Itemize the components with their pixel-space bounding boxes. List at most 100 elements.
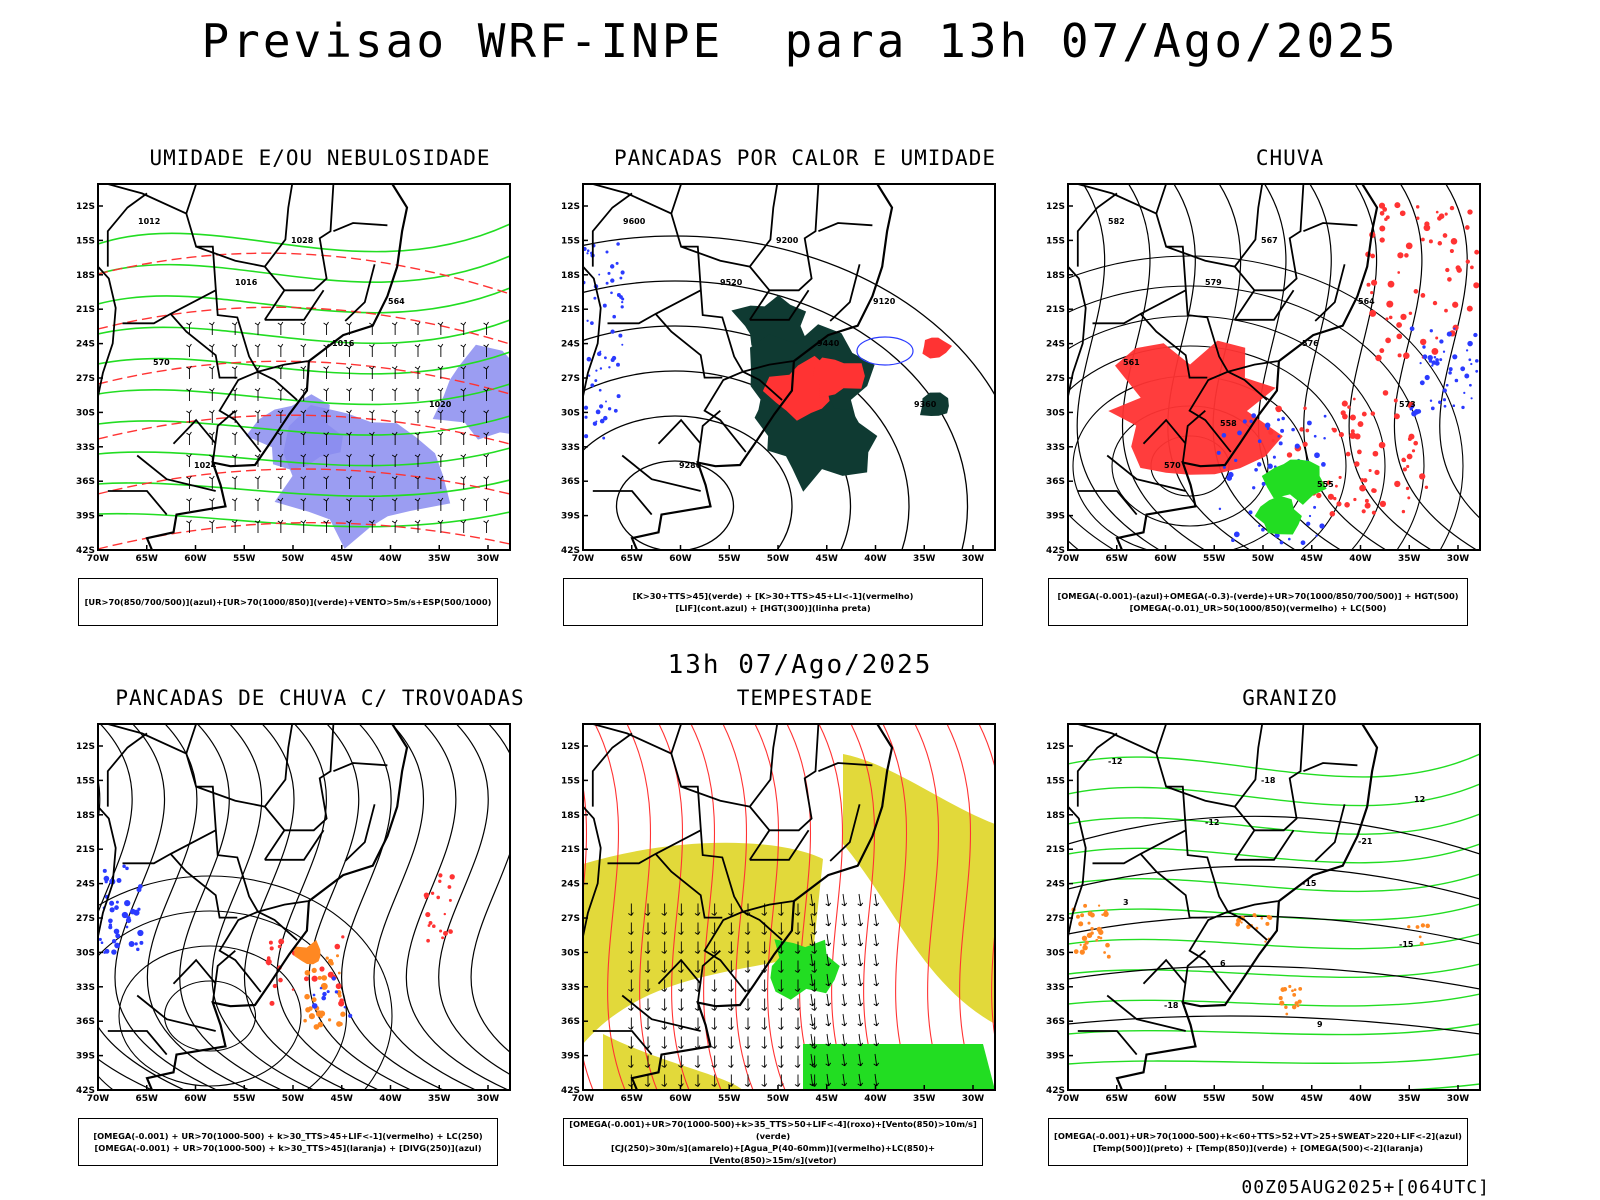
political-border bbox=[257, 370, 298, 401]
wind-vector bbox=[369, 497, 375, 511]
wind-vector bbox=[841, 1053, 848, 1067]
shaded-speck bbox=[595, 369, 598, 372]
shaded-speck bbox=[1291, 1004, 1297, 1010]
shaded-speck bbox=[1470, 362, 1473, 366]
lat-tick-label: 39S bbox=[76, 1052, 95, 1062]
shaded-speck bbox=[341, 935, 345, 939]
streamline bbox=[405, 724, 509, 1090]
temp850-contour bbox=[1068, 813, 1480, 835]
shaded-speck bbox=[1452, 404, 1456, 408]
wind-vector bbox=[761, 941, 768, 954]
shaded-speck bbox=[1445, 267, 1450, 273]
wind-vector bbox=[300, 475, 307, 489]
shaded-speck bbox=[1420, 923, 1426, 928]
contour-label: 579 bbox=[1205, 278, 1222, 287]
political-border bbox=[1139, 853, 1208, 919]
shaded-speck bbox=[605, 400, 607, 403]
lat-tick-label: 15S bbox=[1046, 776, 1065, 786]
map-layers: 582 579 576 573 570 567 564 561 558 555 bbox=[1068, 184, 1480, 550]
wind-vector bbox=[231, 321, 238, 335]
wind-vector bbox=[277, 387, 284, 401]
shaded-speck bbox=[1361, 411, 1367, 417]
shaded-speck bbox=[1084, 940, 1089, 945]
lon-tick-label: 70W bbox=[87, 554, 110, 564]
lat-tick-label: 24S bbox=[76, 340, 95, 350]
political-border bbox=[583, 724, 747, 993]
wind-vector bbox=[809, 1053, 816, 1067]
wind-vector bbox=[678, 1036, 684, 1049]
shaded-speck bbox=[441, 936, 445, 940]
lon-tick-label: 45W bbox=[331, 554, 354, 564]
wind-vector bbox=[346, 475, 352, 489]
panel-title: CHUVA bbox=[1255, 146, 1325, 170]
wind-vector bbox=[437, 519, 444, 533]
legend-line: [OMEGA(-0.01)_UR>50(1000/850)(vermelho) … bbox=[1129, 603, 1387, 613]
shaded-speck bbox=[313, 1024, 320, 1030]
wind-vector bbox=[809, 933, 816, 947]
shaded-speck bbox=[590, 383, 595, 388]
lat-tick-label: 18S bbox=[1046, 271, 1065, 281]
lat-tick-label: 39S bbox=[76, 512, 95, 522]
wind-vector bbox=[414, 387, 421, 401]
wind-vector bbox=[661, 1055, 668, 1068]
wind-vector bbox=[346, 365, 352, 379]
wind-vector bbox=[460, 475, 467, 489]
wind-vector bbox=[323, 365, 329, 379]
legend-line: [UR>70(850/700/500)](azul)+[UR>70(1000/8… bbox=[84, 597, 492, 607]
temp850-contour bbox=[1068, 843, 1480, 864]
wind-vector bbox=[483, 321, 489, 335]
wind-vector bbox=[628, 998, 634, 1011]
contour-label: 9200 bbox=[776, 236, 799, 245]
map-granizo: -12 -12 -15 -15 -18 -18 -21 3 6 9 12 12S 15S 18S 21S 24… bbox=[1040, 716, 1510, 1116]
contour-label: 9520 bbox=[720, 278, 743, 287]
shaded-speck bbox=[426, 938, 430, 943]
shaded-speck bbox=[1406, 453, 1413, 460]
wind-vector bbox=[794, 941, 801, 954]
streamline bbox=[1076, 184, 1160, 550]
shaded-speck bbox=[1090, 927, 1094, 931]
shaded-speck bbox=[331, 976, 336, 981]
shaded-speck bbox=[1231, 538, 1235, 543]
wind-vector bbox=[761, 1074, 768, 1087]
contour-label: 570 bbox=[1164, 461, 1181, 470]
shaded-speck bbox=[1257, 439, 1262, 444]
streamline bbox=[243, 724, 347, 1090]
legend-line: [CJ(250)>30m/s](amarelo)+[Agua_P(40-60mm… bbox=[610, 1143, 936, 1165]
shaded-speck bbox=[1338, 475, 1342, 479]
wind-vector bbox=[857, 953, 864, 967]
wind-vector bbox=[628, 941, 634, 954]
political-border bbox=[333, 222, 388, 233]
shaded-speck bbox=[1256, 462, 1262, 467]
shaded-speck bbox=[594, 379, 598, 383]
shaded-speck bbox=[1435, 358, 1439, 362]
lat-tick-label: 42S bbox=[1046, 1086, 1065, 1096]
political-border bbox=[748, 184, 779, 321]
shaded-speck bbox=[1432, 300, 1438, 306]
shaded-speck bbox=[1316, 492, 1322, 499]
legend-box: [UR>70(850/700/500)](azul)+[UR>70(1000/8… bbox=[78, 578, 498, 626]
shaded-speck bbox=[1422, 345, 1426, 349]
lon-tick-label: 65W bbox=[1106, 554, 1129, 564]
wind-vector bbox=[794, 922, 801, 935]
shaded-speck bbox=[1099, 936, 1103, 940]
wind-vector bbox=[186, 497, 192, 511]
shaded-speck bbox=[1313, 434, 1317, 438]
shaded-speck bbox=[1314, 452, 1320, 459]
political-border bbox=[107, 490, 168, 516]
wind-vector bbox=[323, 387, 329, 401]
shaded-speck bbox=[1442, 388, 1447, 393]
lon-tick-label: 50W bbox=[767, 1094, 790, 1104]
lat-tick-label: 39S bbox=[561, 512, 580, 522]
lon-tick-label: 70W bbox=[572, 1094, 595, 1104]
coastline bbox=[1115, 724, 1379, 1090]
wind-vector bbox=[694, 1055, 701, 1068]
wind-vector bbox=[841, 993, 848, 1007]
shaded-speck bbox=[1449, 205, 1455, 211]
shaded-speck bbox=[1354, 433, 1361, 440]
shaded-speck bbox=[609, 264, 615, 269]
shaded-speck bbox=[137, 907, 141, 911]
wind-vector bbox=[711, 998, 718, 1011]
shaded-speck bbox=[102, 868, 107, 873]
shaded-speck bbox=[327, 971, 334, 978]
